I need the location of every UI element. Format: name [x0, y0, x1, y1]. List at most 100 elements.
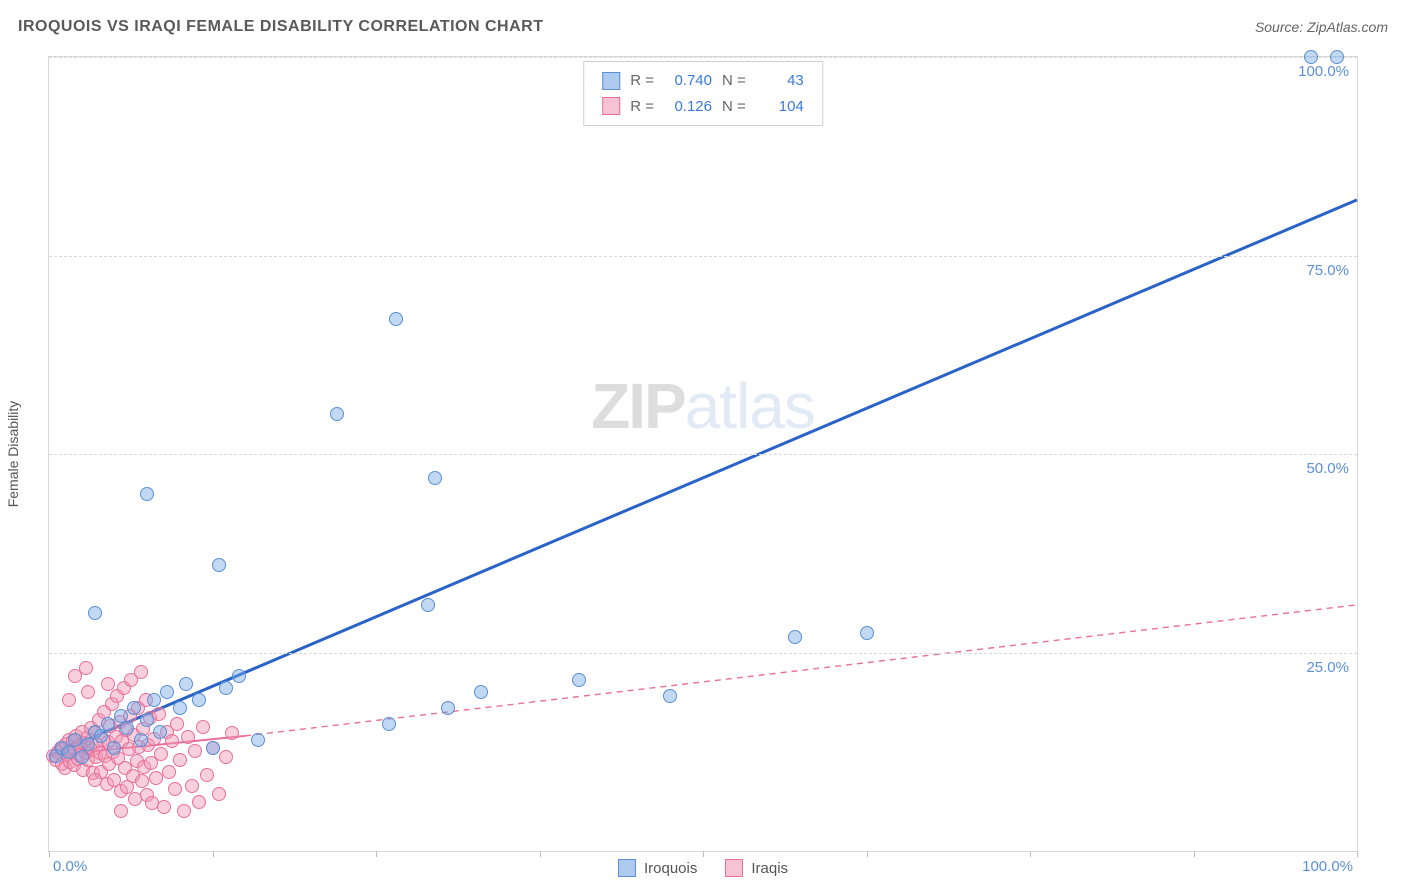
data-point-iroquois — [212, 558, 226, 572]
r-value-iroquois: 0.740 — [664, 68, 712, 94]
data-point-iroquois — [219, 681, 233, 695]
data-point-iroquois — [81, 737, 95, 751]
series-legend: Iroquois Iraqis — [618, 859, 788, 877]
swatch-iraqis — [602, 97, 620, 115]
data-point-iraqis — [225, 726, 239, 740]
x-tick — [703, 851, 704, 857]
data-point-iroquois — [107, 741, 121, 755]
data-point-iroquois — [127, 701, 141, 715]
data-point-iroquois — [160, 685, 174, 699]
data-point-iraqis — [200, 768, 214, 782]
swatch-iraqis-icon — [725, 859, 743, 877]
data-point-iraqis — [185, 779, 199, 793]
data-point-iroquois — [94, 729, 108, 743]
stats-row-iraqis: R = 0.126 N = 104 — [602, 94, 804, 120]
x-tick — [213, 851, 214, 857]
data-point-iraqis — [170, 717, 184, 731]
data-point-iroquois — [120, 721, 134, 735]
data-point-iroquois — [62, 745, 76, 759]
data-point-iraqis — [62, 693, 76, 707]
y-tick-label: 25.0% — [1306, 659, 1349, 676]
chart-header: IROQUOIS VS IRAQI FEMALE DISABILITY CORR… — [18, 18, 1388, 36]
data-point-iroquois — [1330, 50, 1344, 64]
data-point-iraqis — [212, 787, 226, 801]
data-point-iraqis — [173, 753, 187, 767]
n-value-iroquois: 43 — [756, 68, 804, 94]
x-tick — [1030, 851, 1031, 857]
data-point-iroquois — [330, 407, 344, 421]
data-point-iraqis — [79, 661, 93, 675]
data-point-iraqis — [154, 747, 168, 761]
data-point-iroquois — [788, 630, 802, 644]
gridline-h — [49, 454, 1357, 455]
x-tick — [1194, 851, 1195, 857]
x-tick-label: 0.0% — [53, 858, 87, 875]
plot-area: ZIPatlas R = 0.740 N = 43 R = 0.126 N = … — [48, 56, 1358, 852]
gridline-h — [49, 653, 1357, 654]
data-point-iroquois — [153, 725, 167, 739]
data-point-iroquois — [101, 717, 115, 731]
n-value-iraqis: 104 — [756, 94, 804, 120]
x-tick-label: 100.0% — [1302, 858, 1353, 875]
data-point-iraqis — [135, 774, 149, 788]
data-point-iroquois — [251, 733, 265, 747]
data-point-iroquois — [389, 312, 403, 326]
swatch-iroquois-icon — [618, 859, 636, 877]
data-point-iroquois — [192, 693, 206, 707]
legend-item-iroquois: Iroquois — [618, 859, 697, 877]
x-tick — [376, 851, 377, 857]
data-point-iroquois — [441, 701, 455, 715]
data-point-iroquois — [88, 606, 102, 620]
data-point-iraqis — [177, 804, 191, 818]
y-axis-label: Female Disability — [5, 401, 21, 508]
data-point-iroquois — [663, 689, 677, 703]
gridline-h — [49, 256, 1357, 257]
data-point-iraqis — [219, 750, 233, 764]
data-point-iroquois — [421, 598, 435, 612]
gridline-h — [49, 57, 1357, 58]
x-tick — [540, 851, 541, 857]
x-tick — [867, 851, 868, 857]
data-point-iraqis — [101, 677, 115, 691]
data-point-iroquois — [68, 733, 82, 747]
r-value-iraqis: 0.126 — [664, 94, 712, 120]
data-point-iroquois — [140, 487, 154, 501]
stats-legend: R = 0.740 N = 43 R = 0.126 N = 104 — [583, 61, 823, 126]
data-point-iraqis — [157, 800, 171, 814]
y-tick-label: 100.0% — [1298, 63, 1349, 80]
data-point-iraqis — [88, 773, 102, 787]
y-tick-label: 50.0% — [1306, 460, 1349, 477]
data-point-iroquois — [382, 717, 396, 731]
data-point-iroquois — [140, 713, 154, 727]
data-point-iraqis — [196, 720, 210, 734]
legend-item-iraqis: Iraqis — [725, 859, 788, 877]
data-point-iroquois — [572, 673, 586, 687]
data-point-iroquois — [179, 677, 193, 691]
data-point-iraqis — [192, 795, 206, 809]
swatch-iroquois — [602, 72, 620, 90]
data-point-iroquois — [134, 733, 148, 747]
data-point-iraqis — [114, 804, 128, 818]
data-point-iroquois — [428, 471, 442, 485]
data-point-iroquois — [860, 626, 874, 640]
chart-source: Source: ZipAtlas.com — [1255, 19, 1388, 35]
data-point-iraqis — [162, 765, 176, 779]
stats-row-iroquois: R = 0.740 N = 43 — [602, 68, 804, 94]
x-tick — [49, 851, 50, 857]
data-point-iraqis — [134, 665, 148, 679]
y-tick-label: 75.0% — [1306, 262, 1349, 279]
data-point-iraqis — [81, 685, 95, 699]
data-point-iroquois — [173, 701, 187, 715]
data-point-iraqis — [181, 730, 195, 744]
data-point-iraqis — [165, 734, 179, 748]
data-point-iroquois — [206, 741, 220, 755]
data-point-iroquois — [75, 750, 89, 764]
data-point-iraqis — [149, 771, 163, 785]
chart-title: IROQUOIS VS IRAQI FEMALE DISABILITY CORR… — [18, 18, 543, 36]
data-point-iraqis — [168, 782, 182, 796]
data-point-iroquois — [232, 669, 246, 683]
x-tick — [1357, 851, 1358, 857]
data-point-iroquois — [474, 685, 488, 699]
data-point-iroquois — [1304, 50, 1318, 64]
data-point-iraqis — [188, 744, 202, 758]
